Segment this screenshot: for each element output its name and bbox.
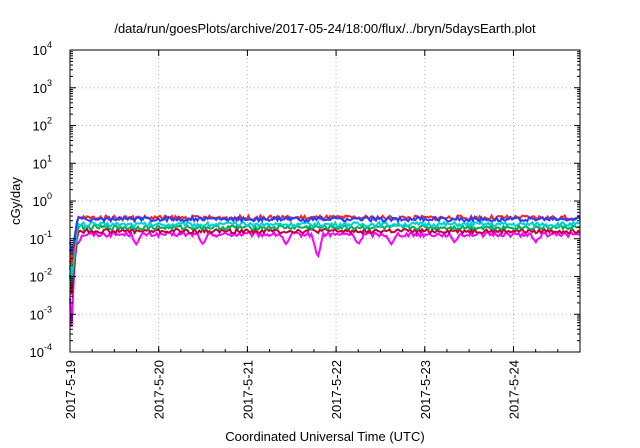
series-line [69,214,581,254]
y-tick-exponent: 1 [47,153,52,163]
y-tick-exponent: 2 [47,116,52,126]
y-tick-label: 101 [33,153,52,171]
y-tick-label: 102 [33,116,52,134]
grid [69,50,580,352]
x-tick-label: 2017-5-22 [329,360,344,419]
y-tick-label: 10-4 [30,342,52,360]
x-tick-label: 2017-5-19 [63,360,78,419]
chart-title: /data/run/goesPlots/archive/2017-05-24/1… [114,21,536,36]
y-tick-exponent: -1 [44,229,52,239]
series-line [69,230,581,327]
y-tick-exponent: -4 [44,342,52,352]
y-tick-exponent: -3 [44,304,52,314]
series-line [69,222,581,284]
y-tick-label: 10-2 [30,267,52,285]
x-axis-label: Coordinated Universal Time (UTC) [225,429,424,444]
y-tick-label: 10-1 [30,229,52,247]
y-tick-label: 10-3 [30,304,52,322]
y-tick-exponent: 0 [47,191,52,201]
y-tick-label: 100 [33,191,52,209]
x-tick-label: 2017-5-24 [506,360,521,419]
series-line [69,219,581,276]
ticks: 10-410-310-210-11001011021031042017-5-19… [30,40,581,419]
x-tick-label: 2017-5-21 [240,360,255,419]
x-tick-label: 2017-5-20 [152,360,167,419]
y-tick-label: 104 [33,40,52,58]
series-layer [69,213,581,327]
y-tick-exponent: 4 [47,40,52,50]
y-tick-exponent: -2 [44,267,52,277]
y-tick-exponent: 3 [47,78,52,88]
x-tick-label: 2017-5-23 [418,360,433,419]
y-axis-label: cGy/day [8,177,23,225]
y-tick-label: 103 [33,78,52,96]
